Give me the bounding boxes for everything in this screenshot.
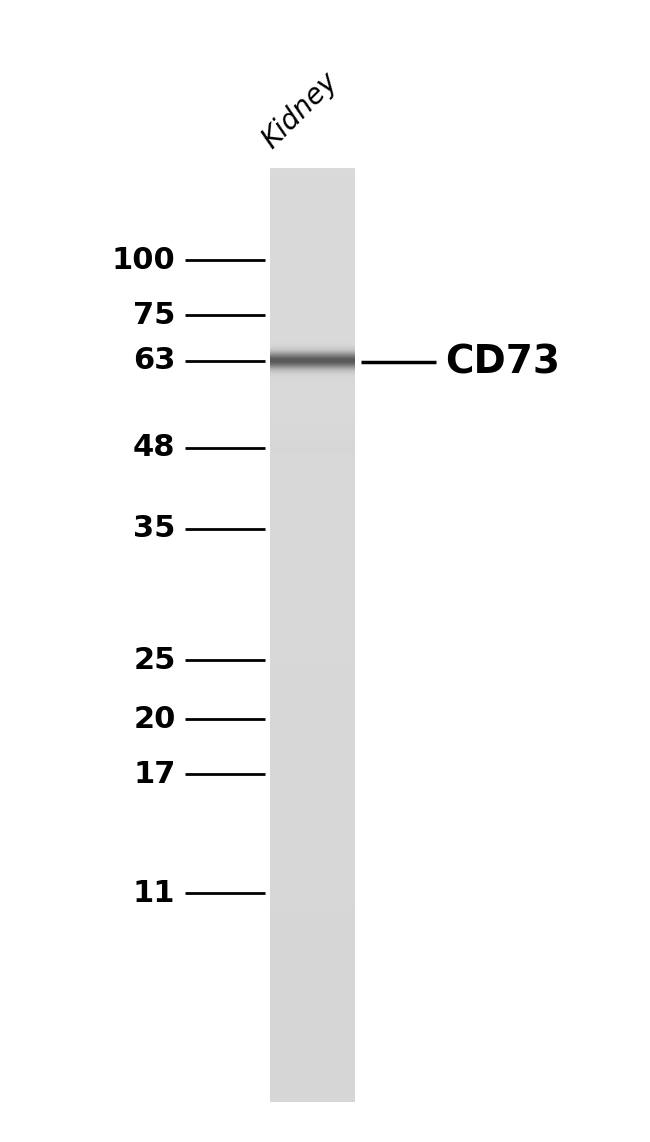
Text: 20: 20 — [133, 705, 176, 734]
Text: CD73: CD73 — [445, 343, 560, 381]
Text: 11: 11 — [133, 878, 176, 908]
Text: 25: 25 — [133, 645, 176, 675]
Text: 17: 17 — [133, 759, 176, 789]
Text: 35: 35 — [133, 514, 176, 544]
Text: 63: 63 — [133, 346, 176, 376]
Text: 48: 48 — [133, 433, 176, 463]
Text: Kidney: Kidney — [257, 67, 343, 154]
Text: 75: 75 — [133, 300, 176, 330]
Text: 100: 100 — [112, 246, 176, 275]
